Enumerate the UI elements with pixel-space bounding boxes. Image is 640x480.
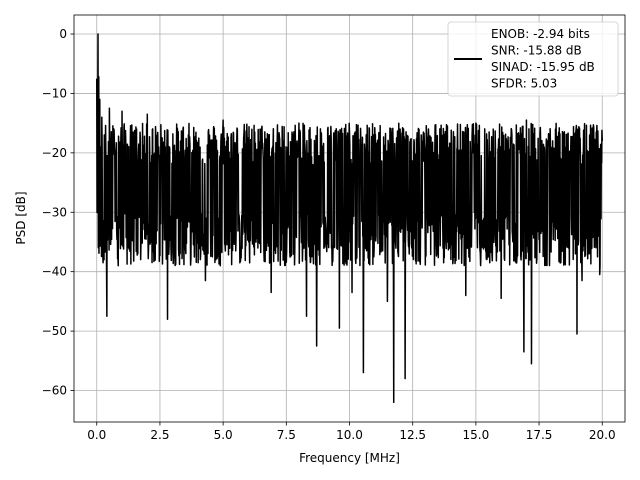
x-tick-label: 10.0 bbox=[336, 428, 363, 442]
plot-area bbox=[96, 33, 603, 404]
legend-entry-line: SNR: -15.88 dB bbox=[491, 44, 582, 58]
x-tick-label: 7.5 bbox=[277, 428, 296, 442]
x-tick-label: 5.0 bbox=[214, 428, 233, 442]
y-tick-label: −50 bbox=[42, 324, 67, 338]
x-tick-label: 12.5 bbox=[399, 428, 426, 442]
x-tick-label: 20.0 bbox=[589, 428, 616, 442]
psd-series-line bbox=[96, 33, 603, 404]
y-tick-label: −60 bbox=[42, 384, 67, 398]
x-tick-label: 17.5 bbox=[526, 428, 553, 442]
x-axis-label: Frequency [MHz] bbox=[299, 451, 400, 465]
y-tick-label: −40 bbox=[42, 265, 67, 279]
x-tick-label: 2.5 bbox=[150, 428, 169, 442]
legend-box bbox=[447, 21, 619, 97]
x-tick-label: 15.0 bbox=[463, 428, 490, 442]
y-tick-label: −10 bbox=[42, 86, 67, 100]
x-axis: 0.0 2.5 5.0 7.5 10.0 12.5 15.0 17.5 20.0 bbox=[87, 422, 616, 442]
legend-entry-line: ENOB: -2.94 bits bbox=[491, 27, 590, 41]
x-tick-label: 0.0 bbox=[87, 428, 106, 442]
y-tick-label: −20 bbox=[42, 146, 67, 160]
y-tick-label: 0 bbox=[59, 27, 67, 41]
legend-entry-line: SFDR: 5.03 bbox=[491, 77, 557, 91]
y-axis: 0 −10 −20 −30 −40 −50 −60 bbox=[42, 27, 74, 398]
y-tick-label: −30 bbox=[42, 205, 67, 219]
legend: ENOB: -2.94 bits SNR: -15.88 dB SINAD: -15… bbox=[447, 21, 619, 97]
legend-entry-line: SINAD: -15.95 dB bbox=[491, 60, 595, 74]
y-axis-label: PSD [dB] bbox=[14, 191, 28, 244]
